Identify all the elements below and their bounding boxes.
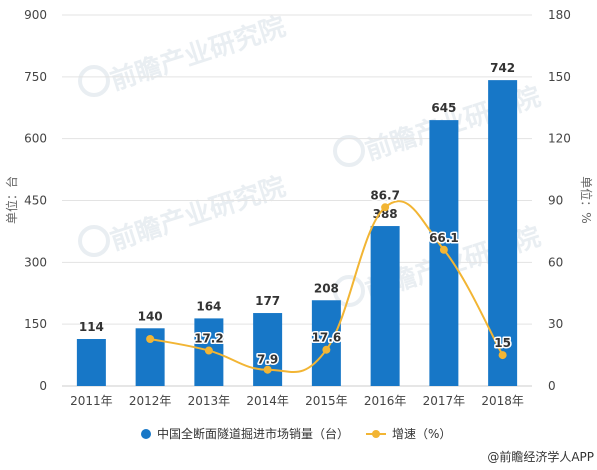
- bar: [253, 313, 283, 386]
- line-point: [322, 345, 331, 354]
- line-point: [439, 245, 448, 254]
- watermark-text: 前瞻产业研究院: [107, 171, 290, 257]
- y-axis-label: 单位：台: [4, 176, 19, 224]
- line-data-label: 7.9: [257, 353, 278, 367]
- y-tick-label: 600: [24, 132, 47, 146]
- x-tick-label: 2012年: [129, 394, 172, 408]
- legend: 中国全断面隧道掘进市场销量（台） 增速（%）: [141, 426, 451, 441]
- y2-tick-label: 150: [548, 70, 571, 84]
- x-tick-label: 2014年: [246, 394, 289, 408]
- watermark-logo-icon: [333, 275, 365, 307]
- line-point: [498, 351, 507, 360]
- x-tick-label: 2018年: [481, 394, 524, 408]
- bar-data-label: 164: [196, 299, 221, 313]
- growth-line: [149, 200, 504, 374]
- y2-tick-label: 120: [548, 132, 571, 146]
- line-data-label: 17.2: [194, 332, 224, 346]
- legend-line-dot: [372, 430, 380, 438]
- legend-line-label: 增速（%）: [392, 427, 451, 441]
- x-tick-label: 2011年: [70, 394, 113, 408]
- x-tick-label: 2016年: [364, 394, 407, 408]
- y-tick-label: 0: [39, 379, 47, 393]
- bar-data-label: 140: [138, 309, 163, 323]
- legend-bar-label: 中国全断面隧道掘进市场销量（台）: [157, 426, 349, 441]
- bar-data-label: 208: [314, 281, 339, 295]
- y2-tick-label: 90: [548, 194, 563, 208]
- bar-data-label: 114: [79, 320, 104, 334]
- line-point: [263, 365, 272, 374]
- line-point: [381, 203, 390, 212]
- x-tick-label: 2015年: [305, 394, 348, 408]
- bar: [76, 339, 106, 386]
- y-tick-label: 900: [24, 8, 47, 22]
- y2-tick-label: 0: [548, 379, 556, 393]
- bar: [370, 226, 400, 386]
- line-data-label: 17.6: [312, 331, 342, 345]
- line-point: [146, 335, 155, 344]
- bar-data-label: 645: [431, 101, 456, 115]
- line-data-label: 66.1: [429, 231, 459, 245]
- y-tick-label: 750: [24, 70, 47, 84]
- axes: 单位：台 单位：% 0 150 300 450 600 750 900 0 30 60 90 120 1…: [4, 8, 594, 408]
- bar-data-label: 742: [490, 61, 515, 75]
- y2-tick-label: 30: [548, 317, 563, 331]
- y-tick-label: 300: [24, 255, 47, 269]
- y-tick-label: 450: [24, 194, 47, 208]
- line-series: 17.2 7.9 17.6 86.7 66.1 15: [146, 187, 512, 374]
- bar-series: 114 140 164 177 208 388 645 742: [76, 61, 518, 387]
- watermark-text: 前瞻产业研究院: [107, 11, 290, 97]
- line-data-label: 15: [494, 336, 511, 350]
- legend-bar-marker: [141, 429, 151, 439]
- x-tick-label: 2013年: [188, 394, 231, 408]
- bar-data-label: 177: [255, 294, 280, 308]
- x-tick-label: 2017年: [423, 394, 466, 408]
- line-data-label: 86.7: [370, 188, 400, 202]
- line-point: [204, 346, 213, 355]
- y-tick-label: 150: [24, 317, 47, 331]
- bar-data-label: 388: [373, 207, 398, 221]
- bar: [311, 300, 341, 386]
- watermark-logo-icon: [78, 225, 110, 257]
- y2-tick-label: 180: [548, 8, 571, 22]
- y2-axis-label: 单位：%: [579, 176, 594, 223]
- watermark-logo-icon: [78, 65, 110, 97]
- source-credit: @前瞻经济学人APP: [487, 449, 594, 464]
- watermark-logo-icon: [333, 135, 365, 167]
- y2-tick-label: 60: [548, 255, 563, 269]
